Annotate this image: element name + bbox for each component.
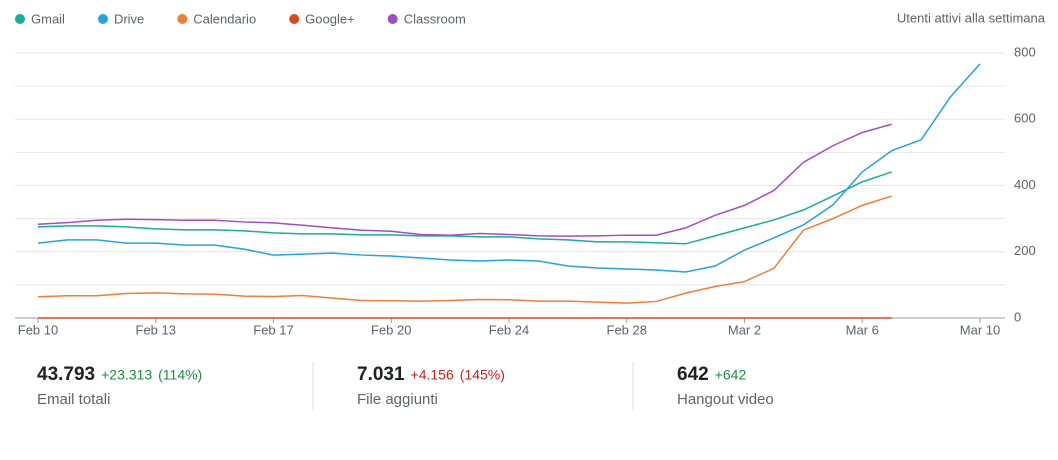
stat-value: 7.031 xyxy=(357,364,405,385)
legend-marker xyxy=(289,14,300,24)
x-tick-label: Feb 20 xyxy=(371,322,411,337)
legend-marker xyxy=(177,14,188,24)
x-tick-label: Feb 24 xyxy=(489,322,529,337)
line-series xyxy=(37,123,892,237)
legend-marker xyxy=(97,14,108,24)
legend-label: Gmail xyxy=(31,11,65,26)
legend-label: Drive xyxy=(114,11,144,26)
x-tick-label: Feb 10 xyxy=(18,322,58,337)
legend-label: Calendario xyxy=(193,11,256,26)
stat-change: +642 xyxy=(715,367,747,383)
stat-label: Email totali xyxy=(37,391,110,408)
legend-label: Classroom xyxy=(404,11,466,26)
x-tick-label: Mar 2 xyxy=(728,322,761,337)
stat-value: 642 xyxy=(677,364,709,385)
stat-label: Hangout video xyxy=(677,391,774,408)
x-tick-label: Mar 10 xyxy=(960,322,1000,337)
stat-change: +23.313 xyxy=(101,367,152,383)
legend-marker xyxy=(15,14,25,24)
stat-percent: (145%) xyxy=(460,367,505,383)
y-tick-label: 0 xyxy=(1014,309,1021,324)
legend-label: Google+ xyxy=(305,11,355,26)
y-tick-label: 400 xyxy=(1014,177,1036,192)
stat-change: +4.156 xyxy=(411,367,454,383)
stat-value: 43.793 xyxy=(37,364,95,385)
stat-percent: (114%) xyxy=(158,367,202,383)
x-tick-label: Feb 17 xyxy=(253,322,293,337)
x-tick-label: Feb 13 xyxy=(136,322,176,337)
x-tick-label: Mar 6 xyxy=(846,322,879,337)
axis-title: Utenti attivi alla settimana xyxy=(897,10,1046,25)
y-tick-label: 800 xyxy=(1014,44,1036,59)
line-series xyxy=(37,63,981,273)
stat-label: File aggiunti xyxy=(357,391,438,408)
x-tick-label: Feb 28 xyxy=(607,322,647,337)
line-series xyxy=(37,195,892,304)
y-tick-label: 200 xyxy=(1014,243,1036,258)
line-series xyxy=(37,171,892,245)
y-tick-label: 600 xyxy=(1014,111,1036,126)
legend-marker xyxy=(387,14,398,24)
